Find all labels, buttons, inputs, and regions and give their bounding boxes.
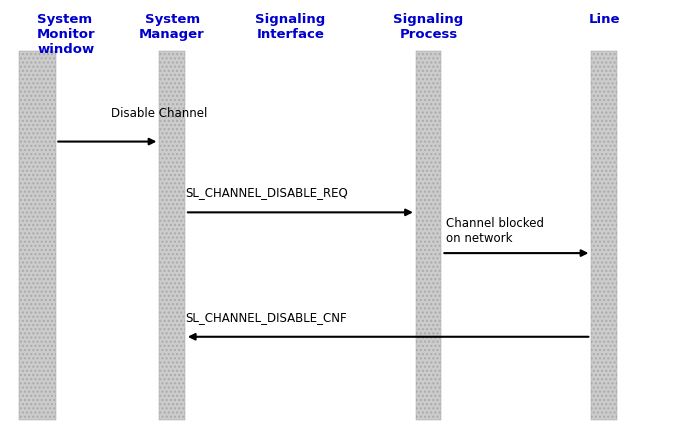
Text: System
Manager: System Manager: [139, 13, 205, 41]
Bar: [159, 51, 185, 420]
Bar: [159, 51, 185, 420]
Text: Channel blocked
on network: Channel blocked on network: [446, 217, 543, 245]
Bar: [19, 51, 55, 420]
Text: SL_CHANNEL_DISABLE_REQ: SL_CHANNEL_DISABLE_REQ: [185, 187, 348, 199]
Bar: [591, 51, 617, 420]
Text: Line: Line: [589, 13, 620, 26]
Bar: [416, 51, 441, 420]
Text: System
Monitor
window: System Monitor window: [37, 13, 96, 56]
Text: SL_CHANNEL_DISABLE_CNF: SL_CHANNEL_DISABLE_CNF: [185, 311, 346, 324]
Text: Signaling
Interface: Signaling Interface: [255, 13, 325, 41]
Bar: [591, 51, 617, 420]
Bar: [416, 51, 441, 420]
Text: Signaling
Process: Signaling Process: [394, 13, 464, 41]
Text: Disable Channel: Disable Channel: [111, 107, 208, 120]
Bar: [19, 51, 55, 420]
